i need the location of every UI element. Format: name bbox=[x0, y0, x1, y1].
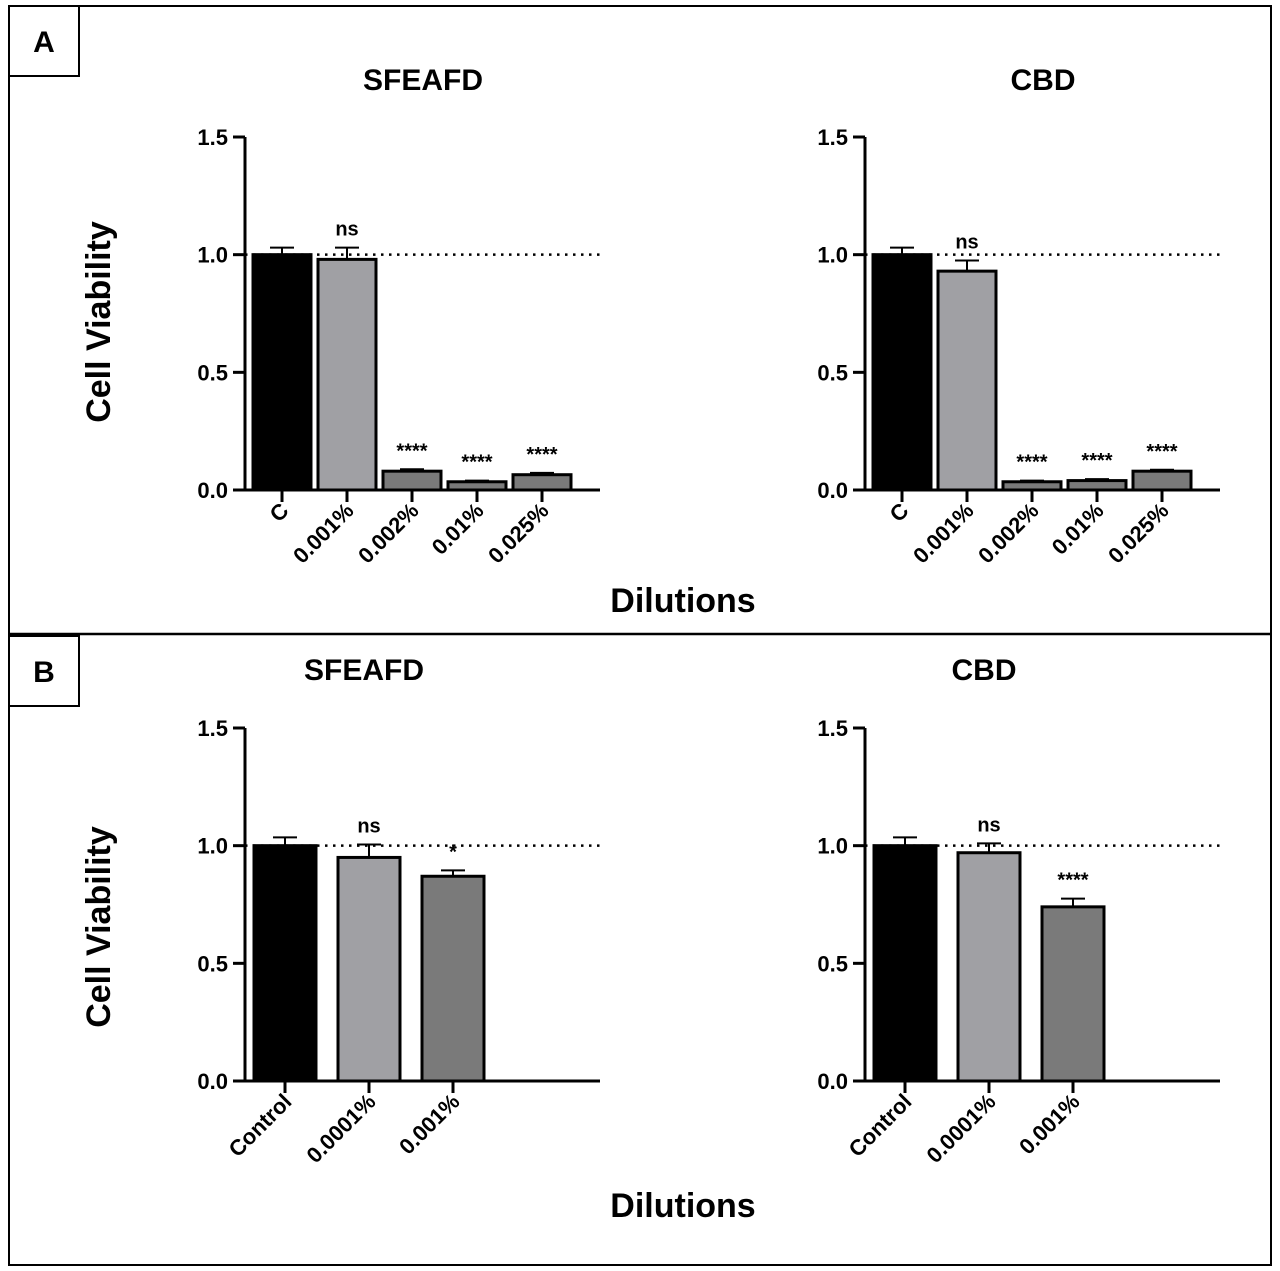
chart-0-category-label: 0.001% bbox=[288, 498, 358, 568]
chart-2-category-label: 0.0001% bbox=[301, 1089, 380, 1168]
chart-3-y-tick-label: 0.5 bbox=[817, 951, 848, 976]
chart-3-bar bbox=[1040, 905, 1106, 1083]
chart-2-bar bbox=[336, 855, 402, 1083]
chart-0-bar bbox=[316, 257, 378, 492]
panel-b: B Cell Viability Dilutions SFEAFD 0.0 0.5 1… bbox=[8, 635, 1220, 1225]
chart-1-significance-label: ns bbox=[955, 232, 978, 254]
chart-b-cbd: CBD 0.0 0.5 1.0 1.5 Control ns 0.0001% **** 0.001… bbox=[817, 654, 1220, 1168]
chart-1-significance-label: **** bbox=[1016, 452, 1047, 474]
chart-a-cbd: CBD 0.0 0.5 1.0 1.5 Cns 0.001% **** 0.002% **** 0.… bbox=[817, 64, 1220, 568]
chart-3-bar bbox=[872, 844, 938, 1083]
chart-1-bar bbox=[936, 269, 998, 492]
chart-3-y-tick-label: 1.0 bbox=[817, 834, 848, 859]
chart-1-significance-label: **** bbox=[1146, 441, 1177, 463]
chart-3-bar bbox=[956, 851, 1022, 1083]
chart-3-category-label: Control bbox=[844, 1089, 917, 1162]
chart-1-y-tick-label: 0.0 bbox=[817, 478, 848, 503]
chart-0-bar bbox=[251, 253, 313, 492]
chart-3-title: CBD bbox=[952, 654, 1017, 687]
chart-0-y-tick-label: 1.5 bbox=[197, 125, 228, 150]
chart-1-category-label: 0.01% bbox=[1047, 498, 1109, 560]
chart-2-y-tick-label: 0.0 bbox=[197, 1069, 228, 1094]
chart-1-bar bbox=[871, 253, 933, 492]
chart-1-y-tick-label: 0.5 bbox=[817, 360, 848, 385]
panel-a-x-axis-title: Dilutions bbox=[610, 582, 755, 620]
chart-0-significance-label: **** bbox=[396, 440, 427, 462]
panel-a: A Cell Viability Dilutions SFEAFD 0.0 0.5 1… bbox=[8, 5, 1220, 620]
chart-0-category-label: 0.025% bbox=[483, 498, 553, 568]
chart-2-y-tick-label: 1.5 bbox=[197, 716, 228, 741]
panel-a-letter-box bbox=[8, 5, 80, 77]
chart-a-sfeafd: SFEAFD 0.0 0.5 1.0 1.5 Cns 0.001% **** 0.002% ***… bbox=[197, 64, 600, 568]
chart-1-category-label: 0.001% bbox=[908, 498, 978, 568]
chart-1-title: CBD bbox=[1011, 64, 1076, 97]
chart-3-category-label: 0.001% bbox=[1014, 1089, 1084, 1159]
chart-0-significance-label: ns bbox=[335, 219, 358, 241]
panel-b-letter: B bbox=[33, 656, 55, 689]
chart-0-bar bbox=[446, 480, 508, 492]
chart-b-sfeafd: SFEAFD 0.0 0.5 1.0 1.5 Control ns 0.0001% * 0.001… bbox=[197, 654, 600, 1168]
chart-1-bar bbox=[1131, 469, 1193, 492]
panel-b-x-axis-title: Dilutions bbox=[610, 1187, 755, 1225]
chart-2-category-label: Control bbox=[224, 1089, 297, 1162]
panel-a-letter: A bbox=[33, 26, 55, 59]
chart-0-category-label: 0.01% bbox=[427, 498, 489, 560]
chart-1-y-tick-label: 1.0 bbox=[817, 243, 848, 268]
chart-0-bar bbox=[511, 473, 573, 492]
chart-2-title: SFEAFD bbox=[304, 654, 424, 687]
chart-3-y-tick-label: 0.0 bbox=[817, 1069, 848, 1094]
chart-1-category-label: 0.002% bbox=[973, 498, 1043, 568]
chart-3-significance-label: **** bbox=[1057, 870, 1088, 892]
chart-0-y-tick-label: 0.5 bbox=[197, 360, 228, 385]
chart-2-category-label: 0.001% bbox=[394, 1089, 464, 1159]
chart-0-category-label: C bbox=[265, 498, 294, 527]
chart-2-significance-label: ns bbox=[357, 815, 380, 837]
chart-2-bar bbox=[420, 874, 486, 1083]
chart-0-y-tick-label: 1.0 bbox=[197, 243, 228, 268]
chart-2-y-tick-label: 1.0 bbox=[197, 834, 228, 859]
chart-1-bar bbox=[1001, 480, 1063, 492]
panel-b-letter-box bbox=[8, 635, 80, 707]
chart-1-category-label: C bbox=[885, 498, 914, 527]
chart-3-significance-label: ns bbox=[977, 814, 1000, 836]
chart-0-category-label: 0.002% bbox=[353, 498, 423, 568]
chart-2-significance-label: * bbox=[449, 841, 457, 863]
chart-0-bar bbox=[381, 469, 443, 492]
panel-b-y-axis-title: Cell Viability bbox=[80, 826, 118, 1028]
chart-1-significance-label: **** bbox=[1081, 450, 1112, 472]
chart-1-category-label: 0.025% bbox=[1103, 498, 1173, 568]
chart-2-y-tick-label: 0.5 bbox=[197, 951, 228, 976]
chart-1-y-tick-label: 1.5 bbox=[817, 125, 848, 150]
chart-0-y-tick-label: 0.0 bbox=[197, 478, 228, 503]
chart-3-y-tick-label: 1.5 bbox=[817, 716, 848, 741]
chart-0-significance-label: **** bbox=[461, 452, 492, 474]
chart-0-significance-label: **** bbox=[526, 444, 557, 466]
chart-3-category-label: 0.0001% bbox=[921, 1089, 1000, 1168]
chart-2-bar bbox=[252, 844, 318, 1083]
chart-0-title: SFEAFD bbox=[363, 64, 483, 97]
panel-a-y-axis-title: Cell Viability bbox=[80, 221, 118, 423]
chart-1-bar bbox=[1066, 479, 1128, 492]
